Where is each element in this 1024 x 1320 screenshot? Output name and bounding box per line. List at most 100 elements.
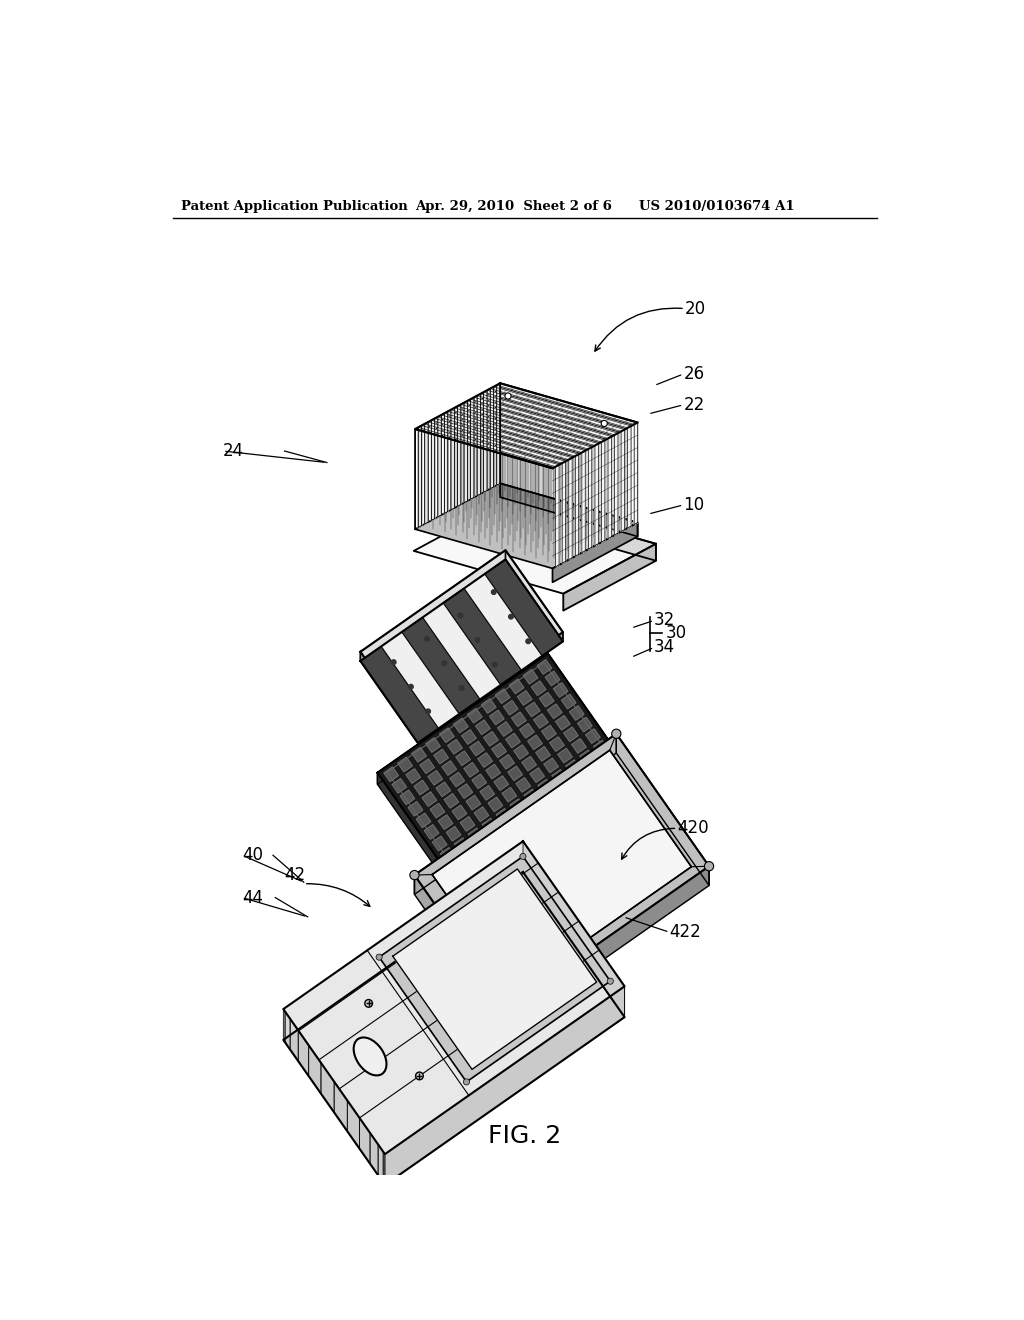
Text: 422: 422: [670, 923, 701, 941]
Text: 26: 26: [683, 366, 705, 383]
Polygon shape: [478, 752, 493, 767]
Polygon shape: [514, 744, 528, 759]
Polygon shape: [497, 809, 511, 824]
Polygon shape: [560, 781, 574, 796]
Polygon shape: [417, 813, 431, 828]
Polygon shape: [425, 422, 565, 463]
Polygon shape: [444, 793, 459, 808]
Polygon shape: [490, 387, 631, 428]
Polygon shape: [284, 1008, 285, 1043]
Polygon shape: [628, 426, 631, 528]
Polygon shape: [561, 694, 575, 709]
Polygon shape: [439, 727, 455, 742]
Text: 40: 40: [243, 846, 263, 865]
Polygon shape: [442, 760, 457, 775]
Polygon shape: [601, 440, 605, 543]
Polygon shape: [614, 433, 617, 535]
Polygon shape: [444, 412, 447, 513]
Circle shape: [475, 638, 480, 643]
Polygon shape: [464, 401, 467, 503]
Polygon shape: [438, 414, 579, 457]
Polygon shape: [490, 387, 494, 488]
Polygon shape: [608, 437, 611, 539]
Polygon shape: [542, 725, 556, 739]
Polygon shape: [481, 698, 496, 713]
Polygon shape: [507, 866, 709, 1027]
Text: FIG. 2: FIG. 2: [488, 1125, 561, 1148]
Polygon shape: [578, 717, 592, 731]
Polygon shape: [450, 772, 465, 787]
Circle shape: [458, 612, 463, 618]
Polygon shape: [476, 719, 490, 734]
Polygon shape: [510, 799, 524, 813]
Polygon shape: [483, 731, 499, 746]
Polygon shape: [522, 756, 537, 771]
Polygon shape: [438, 414, 441, 517]
Polygon shape: [562, 461, 565, 564]
Polygon shape: [494, 776, 509, 791]
Polygon shape: [378, 653, 623, 880]
Polygon shape: [518, 810, 532, 825]
Polygon shape: [492, 743, 506, 758]
Polygon shape: [601, 440, 605, 543]
Polygon shape: [546, 671, 560, 685]
Circle shape: [509, 614, 513, 619]
Text: 30: 30: [666, 624, 687, 643]
Polygon shape: [548, 704, 562, 718]
Polygon shape: [468, 709, 482, 723]
Polygon shape: [480, 785, 495, 800]
Polygon shape: [544, 758, 558, 772]
Polygon shape: [454, 718, 468, 733]
Polygon shape: [415, 483, 638, 569]
Polygon shape: [401, 618, 480, 714]
Polygon shape: [285, 1011, 290, 1049]
Polygon shape: [360, 550, 506, 661]
Polygon shape: [378, 653, 548, 784]
Polygon shape: [477, 393, 480, 496]
Circle shape: [459, 685, 464, 690]
Polygon shape: [458, 404, 598, 445]
Polygon shape: [360, 550, 563, 734]
Polygon shape: [595, 444, 598, 545]
Circle shape: [607, 978, 613, 985]
Circle shape: [520, 853, 526, 859]
Polygon shape: [360, 652, 418, 743]
Polygon shape: [414, 780, 429, 795]
Polygon shape: [414, 502, 656, 594]
Polygon shape: [476, 840, 490, 854]
Polygon shape: [548, 653, 623, 772]
Polygon shape: [432, 750, 691, 991]
Polygon shape: [431, 418, 435, 520]
Polygon shape: [586, 729, 600, 743]
Polygon shape: [556, 465, 559, 566]
Polygon shape: [360, 560, 563, 743]
Polygon shape: [531, 681, 546, 696]
Polygon shape: [552, 770, 566, 784]
Polygon shape: [497, 383, 500, 486]
Circle shape: [503, 1003, 512, 1012]
Polygon shape: [506, 502, 656, 561]
Polygon shape: [483, 391, 625, 432]
Polygon shape: [497, 383, 500, 486]
Ellipse shape: [353, 1038, 386, 1076]
Polygon shape: [553, 523, 638, 582]
Polygon shape: [446, 826, 461, 841]
Polygon shape: [415, 383, 638, 469]
Polygon shape: [438, 814, 453, 829]
Polygon shape: [502, 787, 516, 803]
Polygon shape: [420, 759, 434, 774]
Text: 32: 32: [654, 611, 676, 630]
Polygon shape: [466, 796, 480, 810]
Polygon shape: [546, 791, 560, 805]
Polygon shape: [284, 841, 625, 1154]
Polygon shape: [379, 857, 610, 1082]
Text: 10: 10: [683, 496, 705, 513]
Polygon shape: [525, 702, 540, 717]
Polygon shape: [506, 734, 520, 748]
Polygon shape: [406, 768, 421, 783]
Polygon shape: [589, 447, 592, 549]
Polygon shape: [562, 461, 565, 564]
Polygon shape: [534, 714, 548, 729]
Polygon shape: [524, 789, 539, 804]
Polygon shape: [378, 772, 453, 891]
